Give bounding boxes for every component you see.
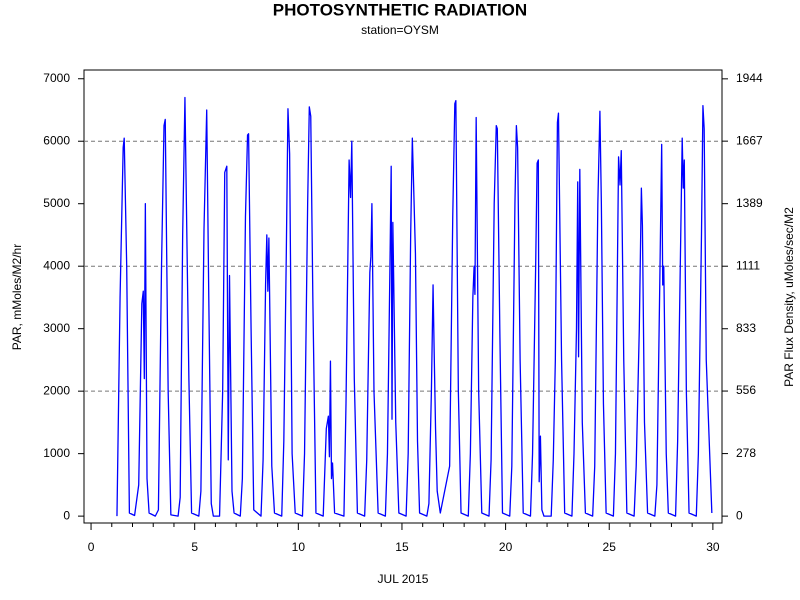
y2-axis-label: PAR Flux Density, uMoles/sec/M2 [782, 207, 796, 387]
x-tick-label: 0 [88, 540, 95, 554]
y2-tick-label: 833 [736, 321, 756, 335]
x-axis-label: JUL 2015 [378, 572, 429, 586]
y2-tick-label: 0 [736, 508, 743, 522]
y2-tick-label: 1389 [736, 196, 763, 210]
y2-tick-label: 1944 [736, 71, 763, 85]
plot-frame [83, 69, 723, 524]
y2-tick-label: 1667 [736, 133, 763, 147]
data-line [116, 96, 713, 517]
y-tick-label: 6000 [43, 133, 70, 147]
y-tick-label: 7000 [43, 71, 70, 85]
x-tick-label: 15 [395, 540, 409, 554]
x-tick-label: 30 [706, 540, 720, 554]
y-tick-label: 1000 [43, 446, 70, 460]
chart-subtitle: station=OYSM [361, 23, 439, 37]
y-tick-label: 0 [63, 508, 70, 522]
y-tick-label: 5000 [43, 196, 70, 210]
x-tick-label: 20 [499, 540, 513, 554]
y-axis-label: PAR, mMoles/M2/hr [10, 244, 24, 350]
x-tick-label: 10 [292, 540, 306, 554]
y-tick-label: 3000 [43, 321, 70, 335]
x-tick-label: 5 [191, 540, 198, 554]
y2-tick-label: 556 [736, 383, 756, 397]
y2-tick-label: 278 [736, 446, 756, 460]
chart-title: PHOTOSYNTHETIC RADIATION [273, 0, 527, 19]
x-tick-label: 25 [603, 540, 617, 554]
y-tick-label: 2000 [43, 383, 70, 397]
y-tick-label: 4000 [43, 258, 70, 272]
y2-tick-label: 1111 [736, 258, 760, 272]
